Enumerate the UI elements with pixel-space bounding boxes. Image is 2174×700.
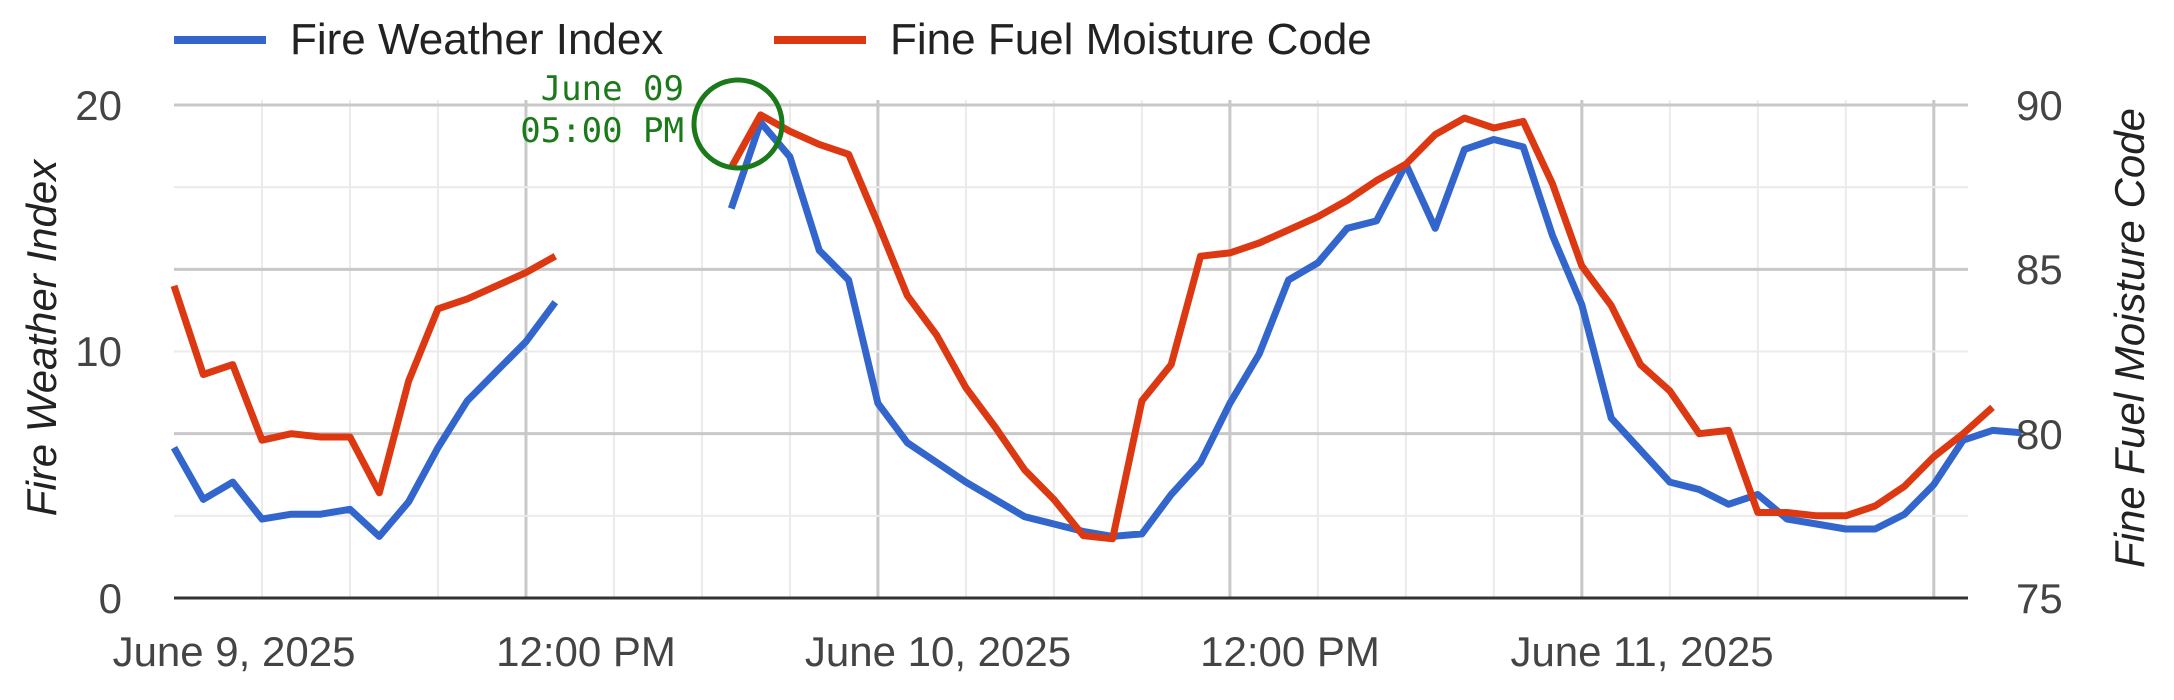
legend-label-ffmc: Fine Fuel Moisture Code xyxy=(890,15,1372,64)
x-tick-4: June 11, 2025 xyxy=(1510,628,1773,675)
right-tick-3: 90 xyxy=(2016,82,2063,129)
series-line-fine-fuel-moisture-code xyxy=(170,111,1995,543)
highlight-circle xyxy=(691,77,785,171)
annotation-date: June 09 xyxy=(541,69,684,109)
left-tick-0: 0 xyxy=(99,575,122,622)
right-tick-2: 85 xyxy=(2016,246,2063,293)
legend: Fire Weather Index Fine Fuel Moisture Co… xyxy=(174,15,1372,64)
x-tick-1: 12:00 PM xyxy=(496,628,676,675)
x-tick-0: June 9, 2025 xyxy=(113,628,356,675)
left-axis-title: Fire Weather Index xyxy=(18,158,65,516)
x-tick-2: June 10, 2025 xyxy=(805,628,1071,675)
right-tick-0: 75 xyxy=(2016,575,2063,622)
right-axis-title: Fine Fuel Moisture Code xyxy=(2106,108,2153,568)
gridlines xyxy=(174,100,1968,598)
series-line-fire-weather-index xyxy=(170,118,2023,540)
annotation-time: 05:00 PM xyxy=(520,111,684,151)
left-tick-2: 20 xyxy=(75,82,122,129)
left-tick-1: 10 xyxy=(75,328,122,375)
right-tick-1: 80 xyxy=(2016,411,2063,458)
highlight-annotation: June 09 05:00 PM xyxy=(520,69,785,171)
x-tick-3: 12:00 PM xyxy=(1200,628,1380,675)
series-lines xyxy=(170,111,2023,543)
legend-label-fwi: Fire Weather Index xyxy=(290,15,663,64)
